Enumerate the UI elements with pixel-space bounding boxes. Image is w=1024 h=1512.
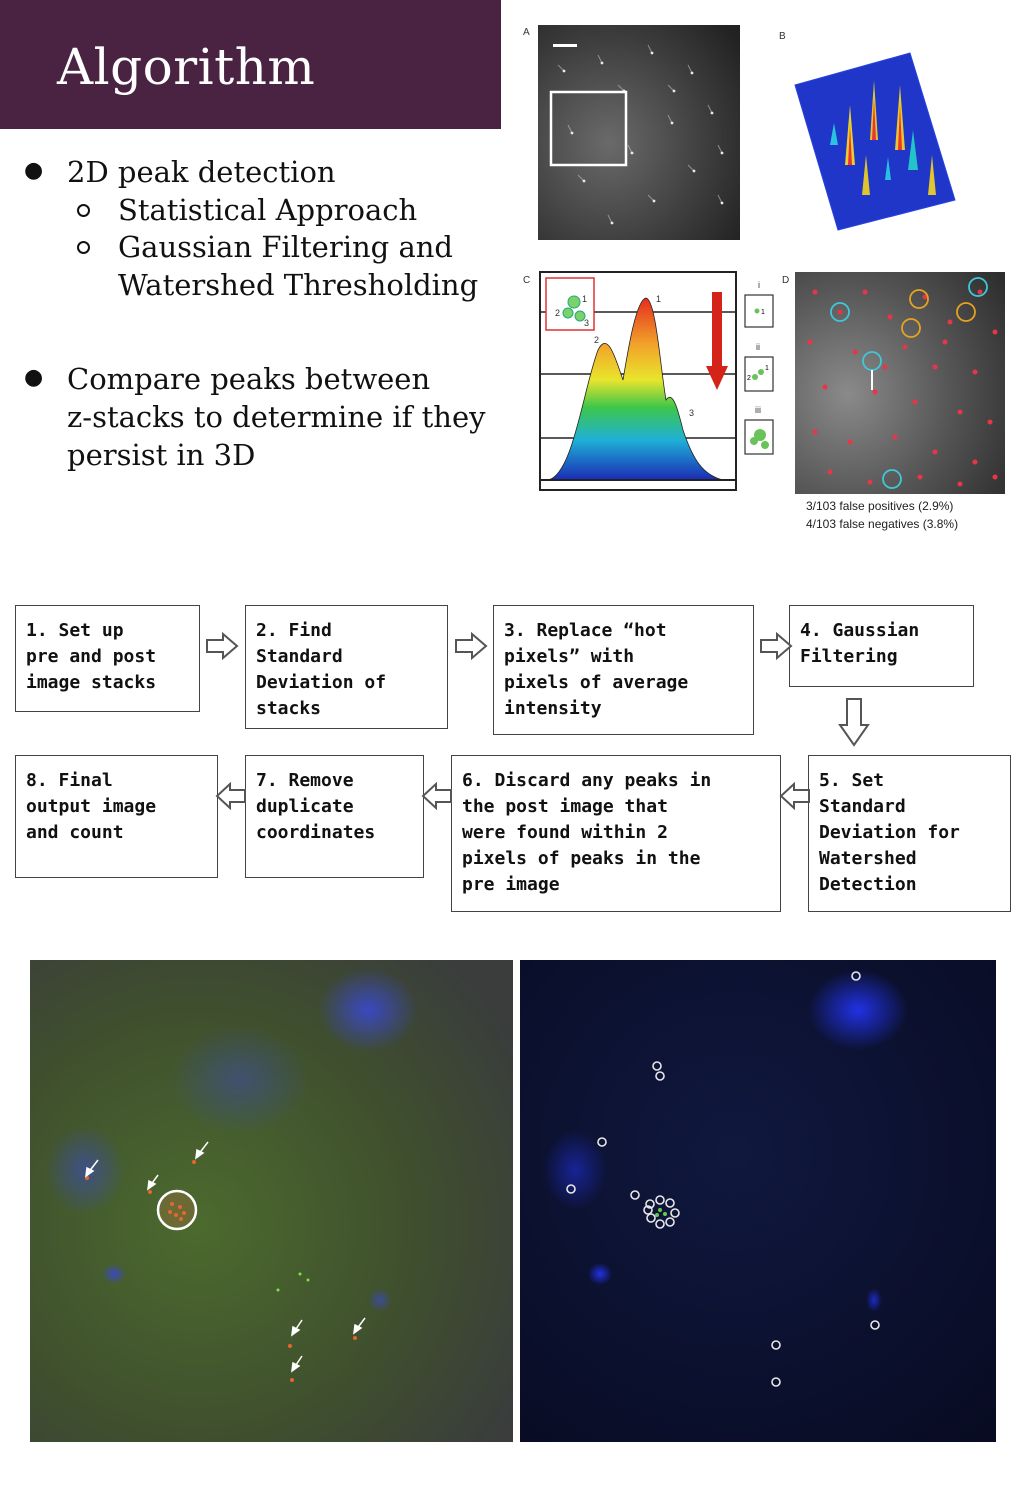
panel-label-a: A [523, 27, 530, 38]
inset-iii-box [744, 419, 774, 455]
svg-text:1: 1 [765, 365, 769, 372]
flow-step-1: 1. Set up pre and post image stacks [15, 605, 200, 712]
flow-arrow-right-icon [455, 632, 488, 660]
panel-label-d: D [782, 275, 790, 286]
flow-arrow-down-icon [838, 698, 870, 747]
panel-a-microscopy-image [538, 25, 740, 240]
bullet-compare-line1: Compare peaks between [67, 362, 431, 396]
inset-label-three: 3 [584, 318, 590, 328]
bullet-dot: ● [24, 158, 44, 183]
processed-detection-image [520, 960, 996, 1442]
bullet-compare-line2: z-stacks to determine if they [67, 400, 486, 434]
flow-arrow-right-icon [760, 632, 793, 660]
bullet-compare-line3: persist in 3D [67, 438, 256, 472]
flow-step-8: 8. Final output image and count [15, 755, 218, 878]
flow-step-5: 5. Set Standard Deviation for Watershed … [808, 755, 1011, 912]
inset-ii-box: 2 1 [744, 356, 774, 392]
sub-bullet-watershed: Watershed Thresholding [118, 268, 479, 302]
panel-d-detection-image [795, 272, 1005, 494]
inset-roman-i: i [758, 280, 760, 290]
false-negatives-text: 4/103 false negatives (3.8%) [806, 517, 959, 531]
svg-text:2: 2 [747, 375, 751, 382]
flow-arrow-left-icon [215, 782, 246, 810]
flow-arrow-left-icon [421, 782, 452, 810]
bullet-dot: ● [24, 365, 44, 390]
flow-arrow-right-icon [206, 632, 239, 660]
peak-label-1: 1 [656, 294, 662, 304]
slide-title: Algorithm [57, 38, 316, 96]
peak-label-3: 3 [689, 408, 695, 418]
inset-roman-ii: ii [756, 342, 760, 352]
title-bar [0, 0, 501, 129]
inset-label-one: 1 [582, 294, 588, 304]
svg-text:1: 1 [761, 309, 765, 316]
flow-step-7: 7. Remove duplicate coordinates [245, 755, 424, 878]
sub-bullet-gaussian: Gaussian Filtering and [118, 230, 453, 264]
panel-b-3d-surface-plot [794, 52, 956, 231]
panel-c-watershed-profile [539, 271, 737, 491]
inset-label-two: 2 [555, 308, 561, 318]
sub-bullet-circle [77, 204, 90, 217]
flow-step-3: 3. Replace “hot pixels” with pixels of a… [493, 605, 754, 735]
flow-step-4: 4. Gaussian Filtering [789, 605, 974, 687]
peak-label-2: 2 [594, 335, 600, 345]
flow-arrow-left-icon [779, 782, 810, 810]
sub-bullet-circle [77, 241, 90, 254]
panel-label-c: C [523, 275, 531, 286]
inset-roman-iii: iii [755, 405, 761, 415]
sub-bullet-statistical: Statistical Approach [118, 193, 418, 227]
bullet-peak-detection: 2D peak detection [67, 155, 336, 189]
panel-label-b: B [779, 31, 786, 42]
flow-step-2: 2. Find Standard Deviation of stacks [245, 605, 448, 729]
false-positives-text: 3/103 false positives (2.9%) [806, 499, 954, 513]
inset-i-box: 1 [744, 294, 774, 328]
flow-step-6: 6. Discard any peaks in the post image t… [451, 755, 781, 912]
raw-fluorescence-image [30, 960, 513, 1442]
